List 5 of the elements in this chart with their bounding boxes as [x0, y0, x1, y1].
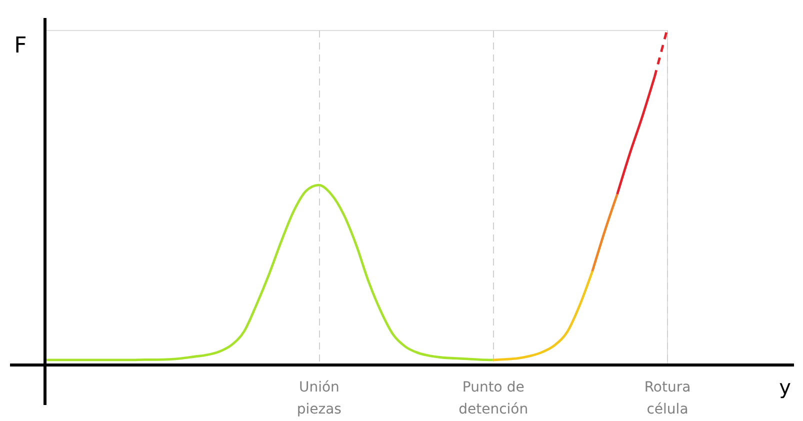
- x-tick-label: Unión piezas: [296, 380, 342, 418]
- y-axis-title: F: [14, 34, 27, 58]
- x-tick-label: Rotura célula: [644, 380, 691, 418]
- x-tick-label: Punto de detención: [458, 380, 528, 418]
- text: y: [779, 375, 792, 399]
